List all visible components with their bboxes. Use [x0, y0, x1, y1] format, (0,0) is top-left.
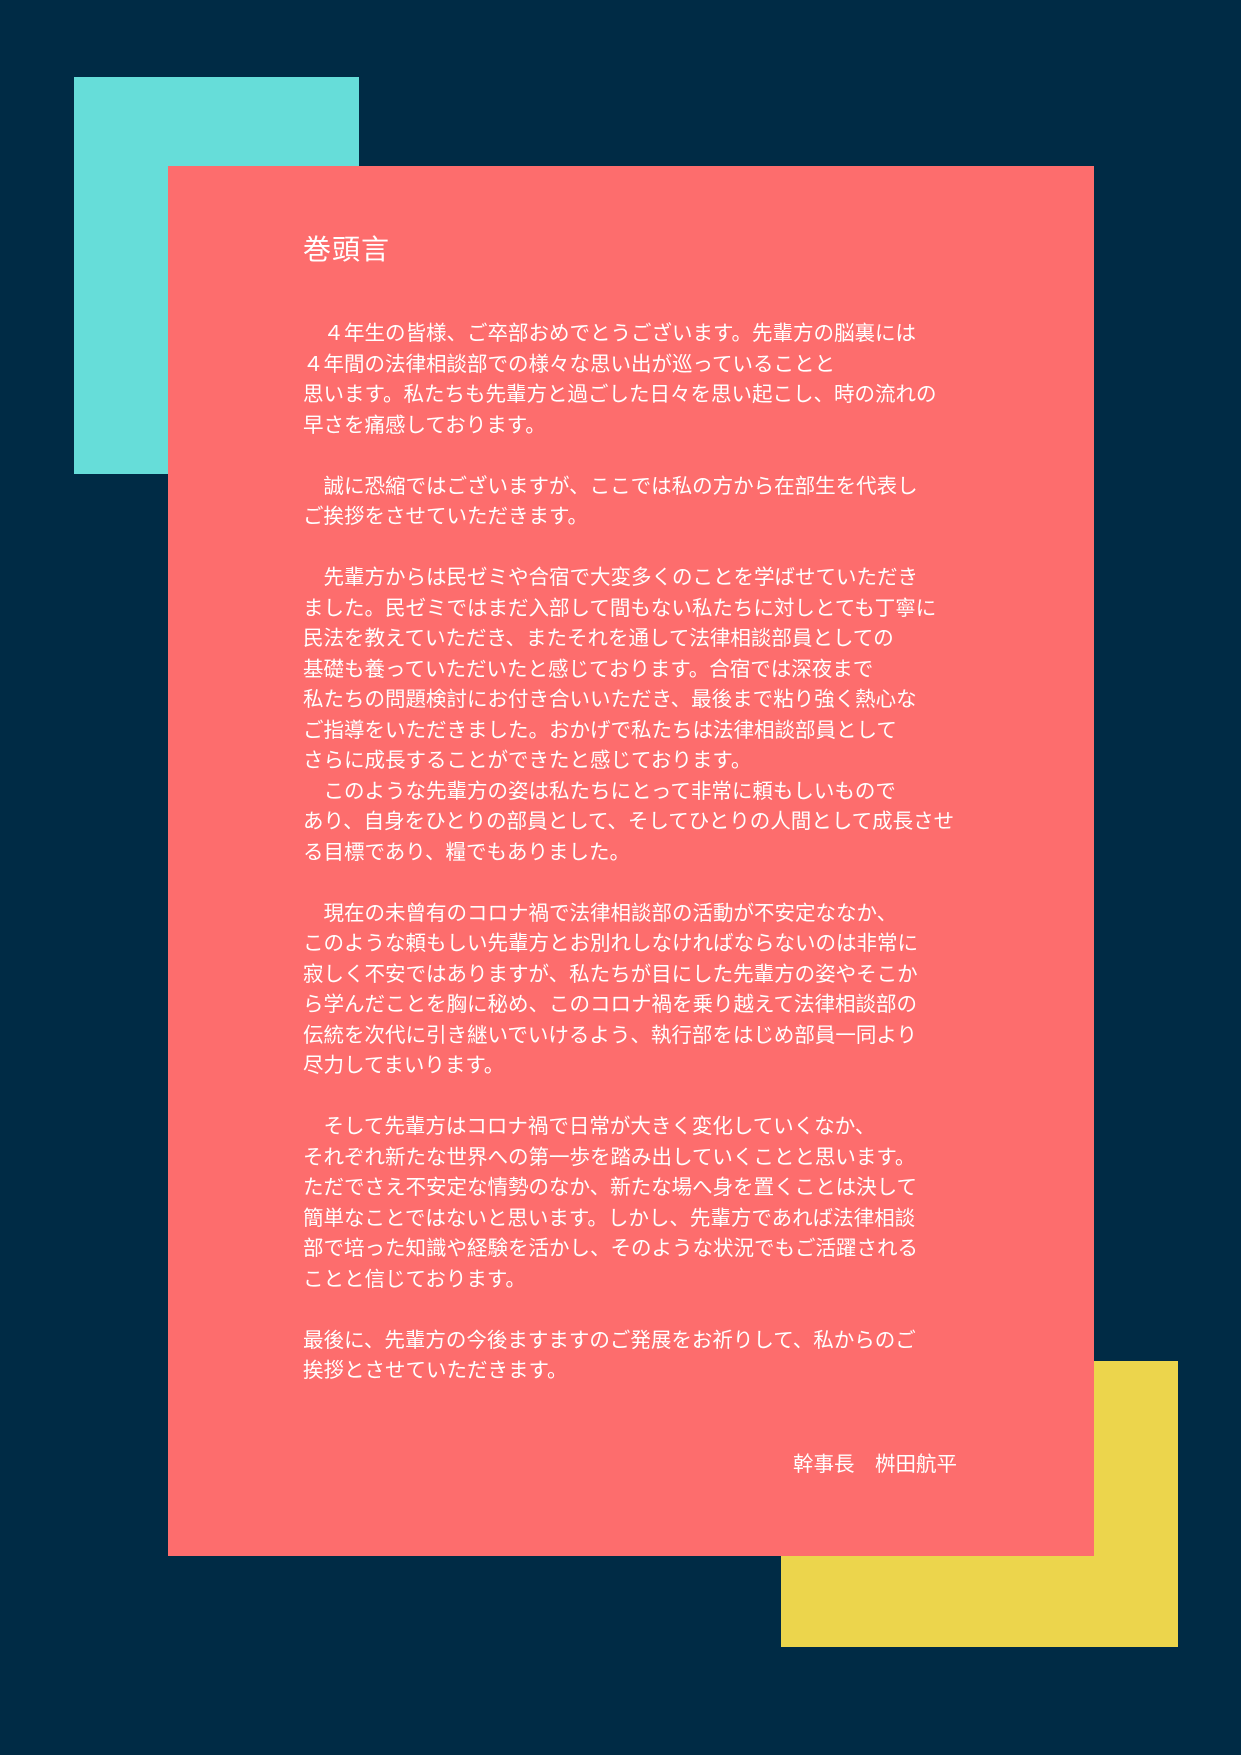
signature: 幹事長 桝田航平: [793, 1452, 957, 1476]
document-title: 巻頭言: [303, 233, 391, 266]
paragraph-line: 思います。私たちも先輩方と過ごした日々を思い起こし、時の流れの: [303, 382, 937, 406]
paragraph-line: 誠に恐縮ではございますが、ここでは私の方から在部生を代表し: [303, 473, 918, 498]
paragraph-line: 伝統を次代に引き継いでいけるよう、執行部をはじめ部員一同より: [303, 1022, 917, 1047]
paragraph-line: 基礎も養っていただいたと感じております。合宿では深夜まで: [303, 656, 874, 681]
paragraph-line: あり、自身をひとりの部員として、そしてひとりの人間として成長させ: [303, 809, 955, 833]
paragraph-line: ご挨拶をさせていただきます。: [303, 504, 588, 528]
paragraph-line: ４年間の法律相談部での様々な思い出が巡っていることと: [303, 351, 835, 376]
paragraph-line: 簡単なことではないと思います。しかし、先輩方であれば法律相談: [303, 1205, 916, 1230]
paragraph: そして先輩方はコロナ禍で日常が大きく変化していくなか、それぞれ新たな世界への第一…: [303, 1111, 963, 1294]
letter-paper: 巻頭言 ４年生の皆様、ご卒部おめでとうございます。先輩方の脳裏には ４年間の法律相…: [168, 166, 1094, 1556]
paragraph-line: 最後に、先輩方の今後ますますのご発展をお祈りして、私からのご: [303, 1327, 916, 1352]
paragraph-line: ただでさえ不安定な情勢のなか、新たな場へ身を置くことは決して: [303, 1175, 917, 1199]
paragraph: 最後に、先輩方の今後ますますのご発展をお祈りして、私からのご 挨拶とさせていただき…: [303, 1325, 963, 1386]
paragraph: このような先輩方の姿は私たちにとって非常に頼もしいものであり、自身をひとりの部員…: [303, 776, 963, 868]
paragraph-line: さらに成長することができたと感じております。: [303, 748, 752, 772]
paragraph-line: 私たちの問題検討にお付き合いいただき、最後まで粘り強く熱心な: [303, 687, 917, 711]
paragraph-line: 現在の未曾有のコロナ禍で法律相談部の活動が不安定ななか、: [303, 900, 898, 925]
paragraph-line: ご指導をいただきました。おかげで私たちは法律相談部員として: [303, 717, 897, 742]
paragraph-line: る目標であり、糧でもありました。: [303, 839, 630, 864]
paragraph-line: ４年生の皆様、ご卒部おめでとうございます。先輩方の脳裏には: [303, 321, 916, 345]
paragraph: ４年生の皆様、ご卒部おめでとうございます。先輩方の脳裏には ４年間の法律相談部での…: [303, 318, 963, 440]
paragraph-line: そして先輩方はコロナ禍で日常が大きく変化していくなか、: [303, 1114, 876, 1138]
paragraph-line: ました。民ゼミではまだ入部して間もない私たちに対しとても丁寧に: [303, 595, 937, 620]
paragraph-line: ら学んだことを胸に秘め、このコロナ禍を乗り越えて法律相談部の: [303, 992, 917, 1016]
paragraph-line: このような頼もしい先輩方とお別れしなければならないのは非常に: [303, 931, 918, 955]
paragraph: 誠に恐縮ではございますが、ここでは私の方から在部生を代表し ご挨拶をさせていただき…: [303, 471, 963, 532]
paragraph: 現在の未曾有のコロナ禍で法律相談部の活動が不安定ななか、 このような頼もしい先輩方…: [303, 898, 963, 1081]
paragraph-line: 部で培った知識や経験を活かし、そのような状況でもご活躍される: [303, 1236, 918, 1260]
paragraph-line: 早さを痛感しております。: [303, 412, 546, 437]
paragraph-line: 寂しく不安ではありますが、私たちが目にした先輩方の姿やそこか: [303, 961, 918, 986]
paragraph-line: このような先輩方の姿は私たちにとって非常に頼もしいもので: [303, 778, 896, 803]
paragraph-line: 民法を教えていただき、またそれを通して法律相談部員としての: [303, 626, 894, 650]
paragraph-line: 尽力してまいります。: [303, 1053, 505, 1077]
letter-body: ４年生の皆様、ご卒部おめでとうございます。先輩方の脳裏には ４年間の法律相談部での…: [303, 318, 963, 1416]
paragraph: 先輩方からは民ゼミや合宿で大変多くのことを学ばせていただき ました。民ゼミではまだ…: [303, 562, 963, 776]
paragraph-line: それぞれ新たな世界への第一歩を踏み出していくことと思います。: [303, 1144, 916, 1169]
paragraph-line: ことと信じております。: [303, 1266, 526, 1291]
paragraph-line: 先輩方からは民ゼミや合宿で大変多くのことを学ばせていただき: [303, 565, 918, 589]
paragraph-line: 挨拶とさせていただきます。: [303, 1358, 568, 1382]
